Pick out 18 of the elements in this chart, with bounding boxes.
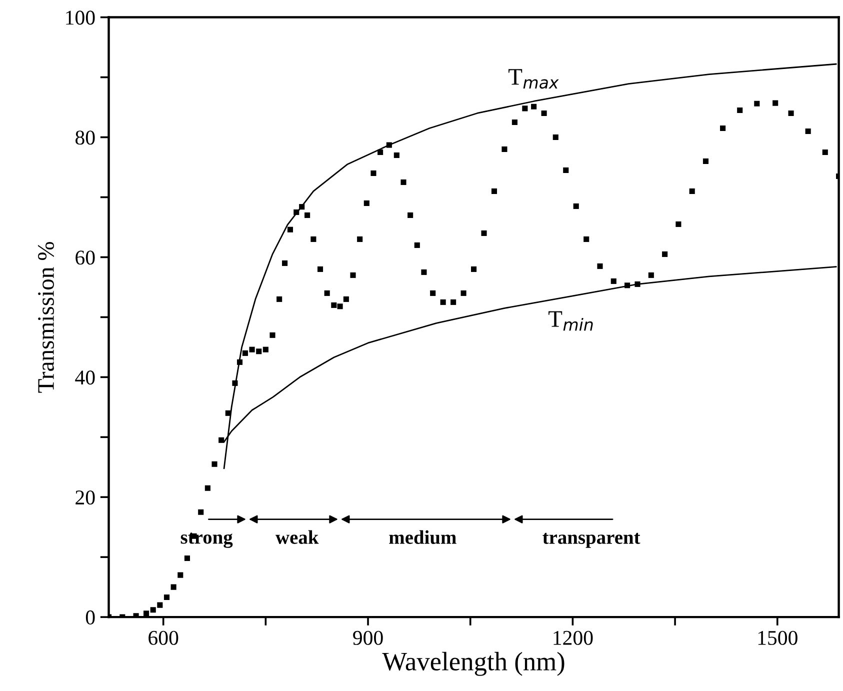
y-tick-label: 20 [76, 490, 95, 505]
annotation: medium [389, 530, 456, 544]
x-tick-label: 900 [353, 630, 383, 645]
y-tick-label: 60 [76, 250, 95, 265]
y-tick-label: 40 [75, 370, 95, 385]
x-tick-label: 1500 [758, 630, 798, 645]
x-tick-label: 600 [148, 630, 178, 645]
series-label: T$_{min}$ [548, 311, 593, 331]
y-tick-label: 0 [86, 610, 95, 624]
y-tick-label: 100 [66, 10, 95, 25]
y-axis-title: Transmission % [38, 242, 54, 393]
annotation: strong [180, 532, 233, 548]
x-tick-label: 1200 [554, 630, 593, 645]
y-tick-label: 80 [76, 130, 95, 145]
x-axis-title: Wavelength (nm) [382, 652, 564, 676]
annotation: transparent [542, 532, 640, 548]
annotation: weak [276, 530, 319, 544]
series-label: T$_{max}$ [508, 69, 559, 89]
